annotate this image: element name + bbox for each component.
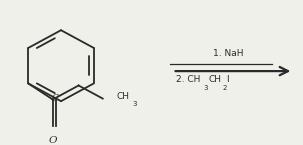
Text: 3: 3 [204,85,208,91]
Text: CH: CH [117,92,130,101]
Text: O: O [48,136,57,145]
Text: I: I [226,75,229,84]
Text: C: C [52,94,58,103]
Text: CH: CH [208,75,221,84]
Text: 3: 3 [132,101,137,107]
Text: 2: 2 [222,85,227,91]
Text: 1. NaH: 1. NaH [213,49,243,58]
Text: 2. CH: 2. CH [176,75,200,84]
